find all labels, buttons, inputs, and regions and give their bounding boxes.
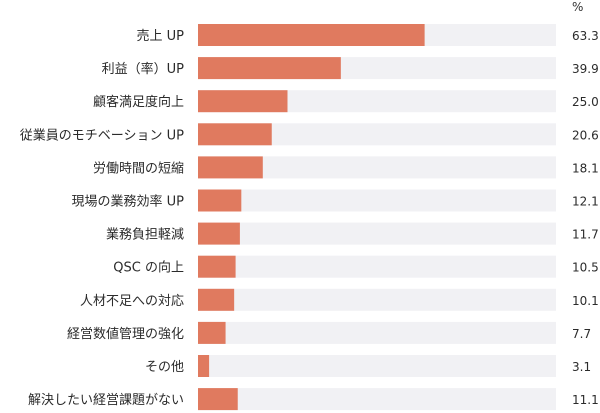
value-label: 20.6 bbox=[572, 128, 599, 142]
bar-track bbox=[198, 222, 556, 245]
bar bbox=[198, 255, 236, 278]
value-label: 25.0 bbox=[572, 95, 599, 109]
bar-track bbox=[198, 123, 556, 146]
bar-track bbox=[198, 355, 556, 377]
category-label: 労働時間の短縮 bbox=[93, 160, 184, 176]
value-label: 39.9 bbox=[572, 62, 599, 76]
bar-track bbox=[198, 388, 556, 411]
value-label: 12.1 bbox=[572, 195, 599, 209]
value-label: 63.3 bbox=[572, 29, 599, 43]
bar-track bbox=[198, 321, 556, 344]
value-label: 10.5 bbox=[572, 261, 599, 275]
category-label: 経営数値管理の強化 bbox=[67, 326, 184, 342]
category-label: 従業員のモチベーション UP bbox=[20, 127, 184, 143]
bar bbox=[198, 321, 226, 344]
value-label: 18.1 bbox=[572, 161, 599, 175]
bar bbox=[198, 355, 210, 377]
bar-track bbox=[198, 189, 556, 212]
category-label: 利益（率）UP bbox=[102, 61, 185, 77]
value-label: 3.1 bbox=[572, 360, 591, 374]
bar-track bbox=[198, 288, 556, 311]
category-label: その他 bbox=[145, 360, 184, 375]
bar bbox=[198, 222, 240, 245]
category-label: 解決したい経営課題がない bbox=[28, 392, 184, 408]
category-label: 顧客満足度向上 bbox=[93, 94, 184, 110]
bar-track bbox=[198, 156, 556, 179]
bar bbox=[198, 90, 288, 113]
unit-label: % bbox=[572, 0, 584, 14]
bar bbox=[198, 156, 263, 179]
category-label: 人材不足への対応 bbox=[80, 294, 184, 309]
category-label: QSC の向上 bbox=[113, 260, 184, 276]
value-label: 10.1 bbox=[572, 294, 599, 308]
bar bbox=[198, 388, 238, 411]
value-label: 11.1 bbox=[572, 393, 599, 407]
bar bbox=[198, 123, 272, 146]
bar bbox=[198, 189, 242, 212]
bar bbox=[198, 24, 425, 46]
bar-track bbox=[198, 255, 556, 278]
value-label: 7.7 bbox=[572, 327, 591, 341]
value-label: 11.7 bbox=[572, 228, 599, 242]
category-label: 現場の業務効率 UP bbox=[72, 194, 185, 210]
bar bbox=[198, 288, 235, 311]
bar bbox=[198, 57, 341, 80]
category-label: 売上 UP bbox=[137, 28, 185, 44]
category-label: 業務負担軽減 bbox=[106, 227, 184, 243]
